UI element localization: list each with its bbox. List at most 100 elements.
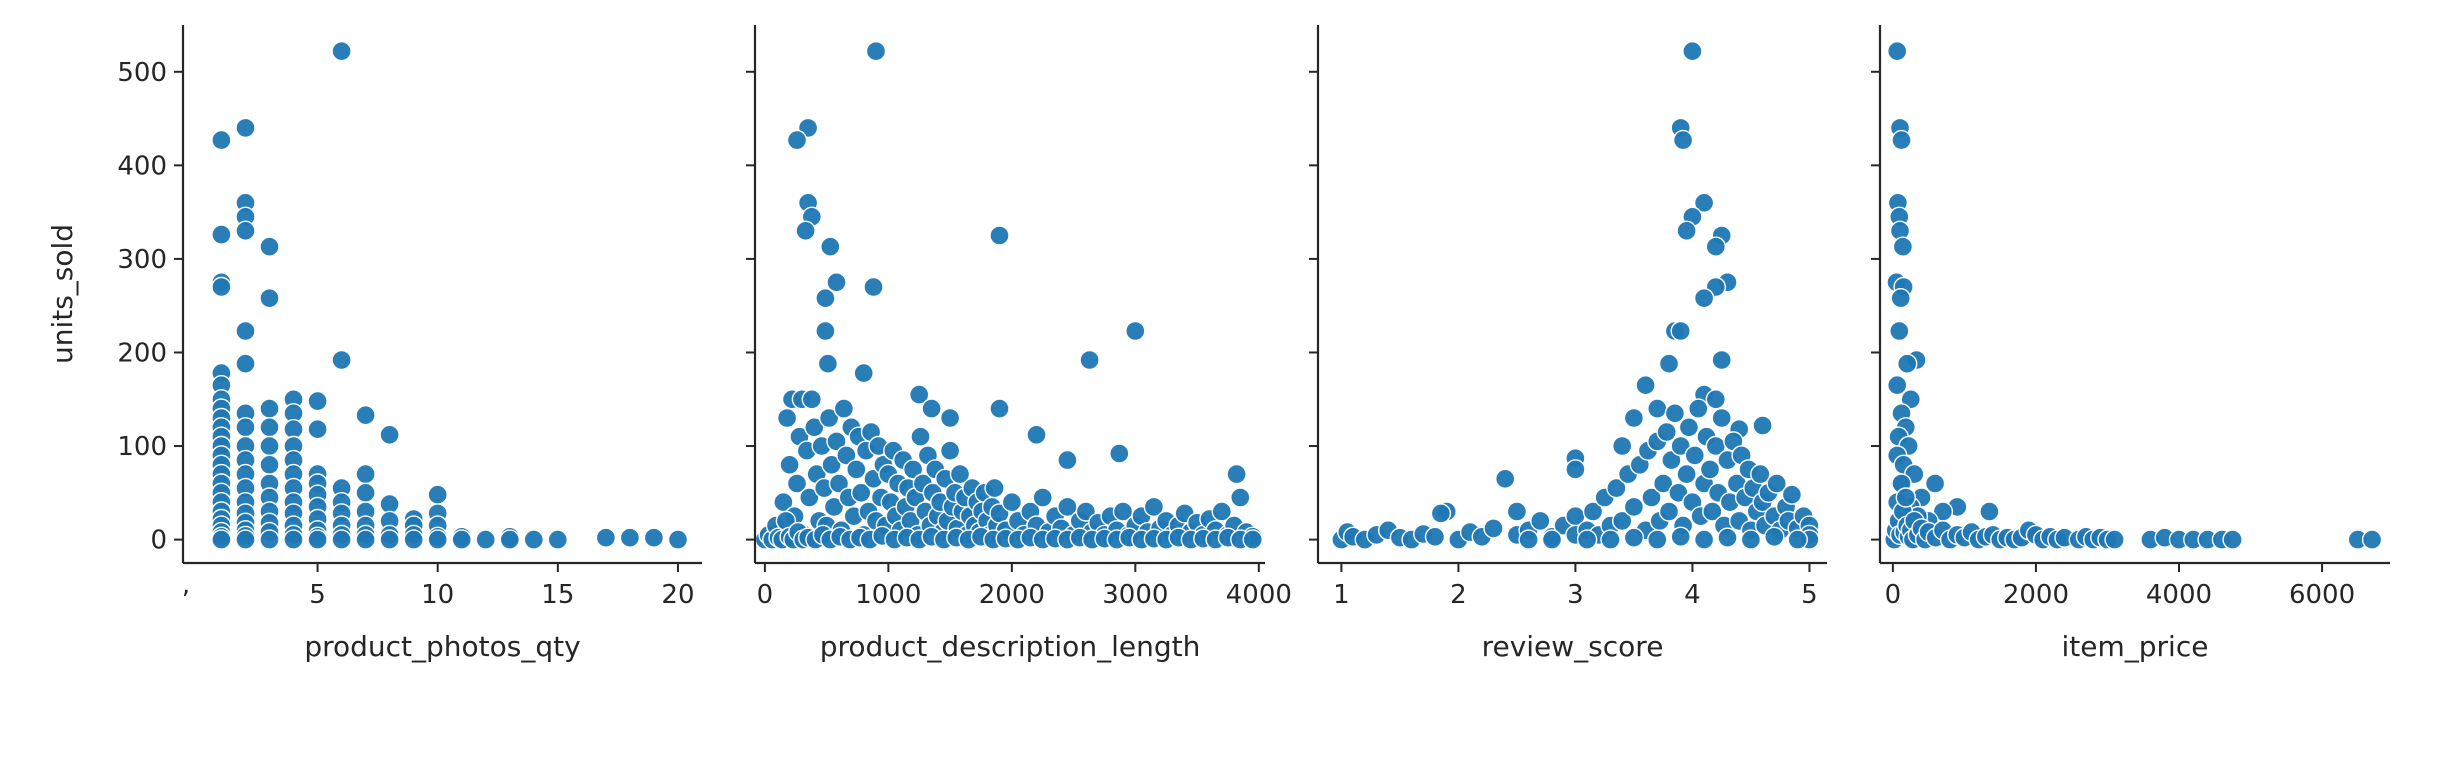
data-point — [1576, 529, 1598, 550]
data-point — [989, 398, 1010, 419]
data-point — [259, 417, 280, 438]
scatter-panel-4: 0 2000 4000 6000 item_price — [1871, 25, 2390, 663]
x-tick-label: 1 — [1333, 580, 1350, 610]
data-point — [1635, 375, 1656, 396]
scatter-panel-2: 0 1000 2000 3000 4000 product_description_len… — [746, 25, 1292, 663]
data-point — [595, 527, 617, 548]
data-point — [776, 407, 798, 429]
data-point — [786, 473, 808, 494]
data-point — [795, 220, 816, 242]
data-point — [1766, 473, 1787, 494]
data-point — [1494, 468, 1516, 489]
x-tick-label: 20 — [661, 580, 694, 610]
x-tick-label: 4000 — [1226, 580, 1292, 610]
x-tick-label: 2000 — [2003, 580, 2069, 610]
data-point — [355, 405, 376, 426]
data-point — [259, 529, 280, 550]
data-point — [523, 529, 544, 550]
data-point — [799, 487, 820, 508]
data-point — [1886, 375, 1908, 396]
data-point — [211, 276, 232, 298]
y-tick-label: 500 — [117, 58, 167, 88]
data-point — [235, 117, 256, 139]
data-point — [910, 426, 931, 447]
data-point — [853, 362, 874, 384]
data-point — [804, 417, 825, 438]
data-point — [1740, 529, 1762, 550]
data-point — [851, 482, 872, 503]
data-point — [307, 419, 328, 440]
data-point — [1670, 526, 1691, 547]
data-point — [1424, 526, 1446, 547]
data-point — [619, 527, 641, 548]
data-point — [1518, 529, 1539, 550]
data-point — [1125, 320, 1146, 342]
x-axis-label: review_score — [1482, 630, 1664, 663]
data-point — [1678, 417, 1700, 438]
data-point — [307, 529, 328, 550]
x-tick-label: 3 — [1567, 580, 1584, 610]
data-point — [1623, 527, 1645, 548]
data-point — [1672, 129, 1694, 151]
data-point — [235, 320, 256, 342]
data-point — [1623, 496, 1645, 518]
data-point — [801, 389, 822, 410]
x-tick-label: 0 — [1885, 580, 1902, 610]
data-point — [547, 529, 568, 550]
data-point — [355, 482, 376, 503]
x-tick-label: 2 — [1450, 580, 1467, 610]
data-point — [355, 529, 376, 550]
data-point — [1705, 236, 1727, 257]
data-point — [475, 529, 496, 550]
data-point — [427, 529, 448, 550]
data-point — [1750, 463, 1771, 485]
data-point — [1606, 477, 1627, 499]
data-point — [1764, 526, 1785, 547]
y-tick-label: 100 — [117, 432, 167, 462]
data-point — [1483, 518, 1504, 539]
data-point — [1693, 529, 1715, 550]
data-point — [1541, 529, 1563, 550]
data-point — [820, 236, 841, 257]
data-point — [1892, 236, 1914, 257]
data-point — [211, 224, 232, 245]
y-tick-label: 400 — [117, 151, 167, 181]
data-point — [1658, 353, 1680, 374]
data-point — [355, 463, 376, 485]
data-point — [1668, 482, 1689, 503]
data-point — [984, 477, 1005, 499]
x-axis-label: product_photos_qty — [304, 630, 580, 663]
data-point — [1682, 41, 1703, 62]
data-point — [949, 463, 971, 485]
data-point — [1565, 459, 1586, 480]
data-point — [307, 390, 328, 412]
data-point — [283, 529, 304, 550]
data-point — [259, 454, 280, 475]
data-point — [1242, 529, 1263, 550]
data-point — [1143, 496, 1165, 518]
data-point — [939, 407, 961, 429]
data-point — [1611, 510, 1633, 532]
data-point — [1693, 192, 1715, 214]
points-group — [754, 41, 1263, 550]
data-point — [2222, 529, 2243, 550]
data-point — [1057, 449, 1078, 471]
x-tick-label: 2000 — [979, 580, 1045, 610]
data-point — [259, 435, 280, 457]
data-point — [1711, 407, 1732, 429]
data-point — [1647, 529, 1668, 550]
data-point — [833, 398, 855, 419]
data-point — [1684, 445, 1706, 466]
data-point — [1890, 288, 1911, 309]
x-tick-label: 5 — [1801, 580, 1818, 610]
x-tick-label: 0 — [757, 580, 774, 610]
data-point — [1661, 449, 1682, 471]
data-point — [1001, 492, 1023, 513]
data-point — [1230, 487, 1251, 508]
data-point — [1641, 487, 1662, 508]
x-tick-label: 4 — [1684, 580, 1701, 610]
data-point — [909, 384, 930, 405]
data-point — [823, 496, 845, 518]
data-point — [259, 236, 280, 257]
data-point — [1430, 503, 1452, 524]
